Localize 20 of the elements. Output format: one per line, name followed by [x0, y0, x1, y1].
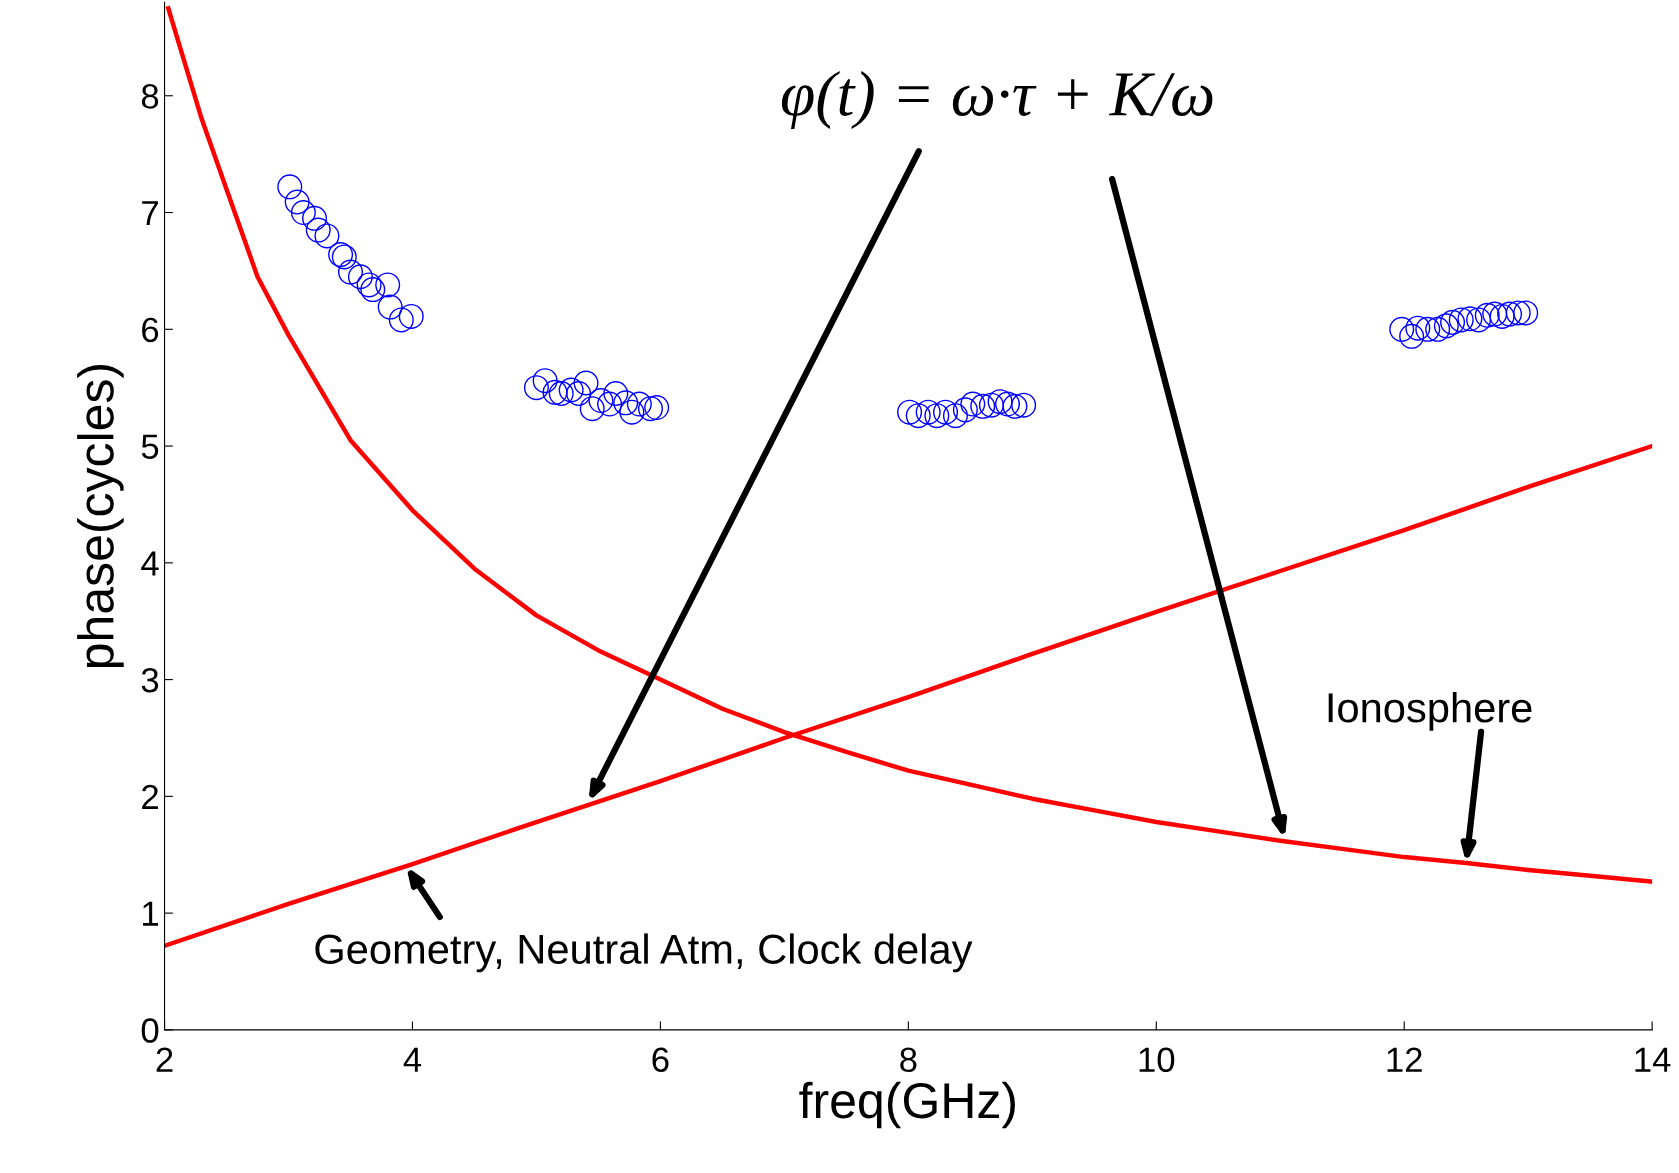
- x-tick-label: 10: [1139, 1047, 1175, 1073]
- y-tick-label: 7: [142, 201, 158, 226]
- annotation: Geometry, Neutral Atm, Clock delay: [315, 933, 973, 973]
- y-tick-label: 8: [141, 84, 159, 109]
- annotation: Ionosphere: [1328, 691, 1532, 731]
- x-tick-label: 8: [900, 1047, 917, 1073]
- y-tick-label: 5: [141, 434, 159, 459]
- y-tick-label: 0: [141, 1018, 159, 1043]
- y-axis-title: phase(cycles): [77, 364, 124, 668]
- y-tick-label: 6: [142, 317, 159, 343]
- x-tick-label: 6: [652, 1047, 669, 1073]
- y-tick-label: 1: [143, 901, 158, 926]
- y-tick-label: 2: [142, 784, 158, 809]
- x-tick-label: 4: [403, 1047, 422, 1072]
- x-axis-title: freq(GHz): [799, 1081, 1015, 1129]
- x-tick-label: 14: [1635, 1047, 1671, 1072]
- x-tick-label: 12: [1387, 1047, 1422, 1072]
- y-tick-label: 4: [141, 551, 159, 576]
- y-tick-label: 3: [141, 667, 159, 693]
- annotation: φ(t) = ω·τ + K/ω: [781, 70, 1213, 129]
